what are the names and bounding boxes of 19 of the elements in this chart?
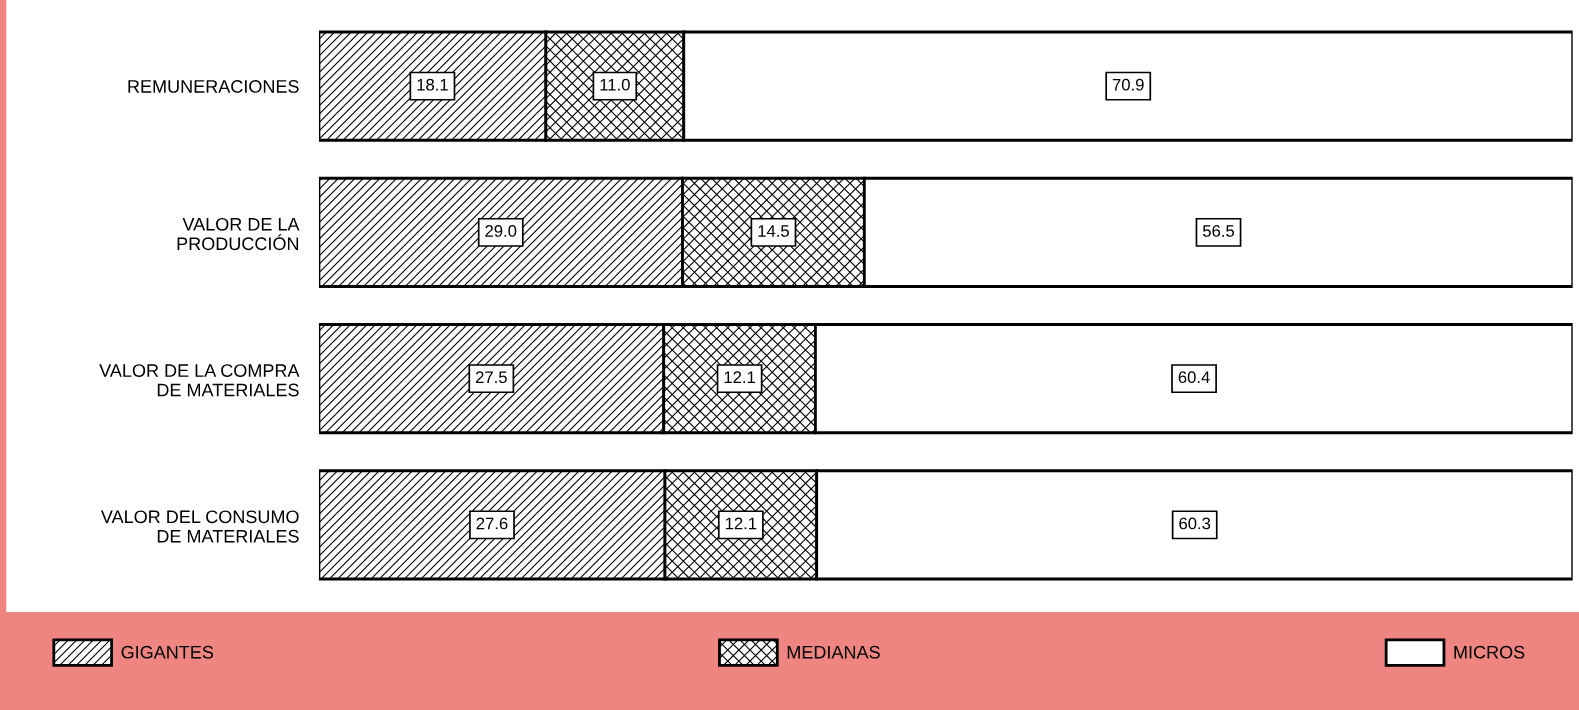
y-tick-label: VALOR DE LA COMPRA DE MATERIALES bbox=[99, 364, 300, 397]
data-label: 12.1 bbox=[724, 371, 755, 383]
data-label: 27.6 bbox=[476, 517, 508, 530]
legend-label: GIGANTES bbox=[121, 645, 214, 659]
data-label: 29.0 bbox=[485, 225, 517, 237]
data-label: 14.5 bbox=[758, 225, 789, 237]
data-label: 60.3 bbox=[1179, 517, 1211, 530]
data-label: 27.5 bbox=[475, 371, 507, 384]
data-label: 60.4 bbox=[1178, 371, 1210, 384]
data-label: 18.1 bbox=[417, 78, 448, 91]
y-tick-label: REMUNERACIONES bbox=[128, 80, 299, 93]
data-label: 56.5 bbox=[1202, 225, 1235, 237]
legend-label: MEDIANAS bbox=[787, 645, 880, 659]
data-label: 11.0 bbox=[600, 78, 630, 91]
data-label: 70.9 bbox=[1112, 78, 1144, 91]
y-tick-label: VALOR DEL CONSUMO DE MATERIALES bbox=[100, 510, 299, 543]
legend-label: MICROS bbox=[1454, 645, 1525, 659]
y-tick-label: VALOR DE LA PRODUCCIÓN bbox=[177, 217, 300, 251]
data-label: 12.1 bbox=[725, 517, 757, 530]
